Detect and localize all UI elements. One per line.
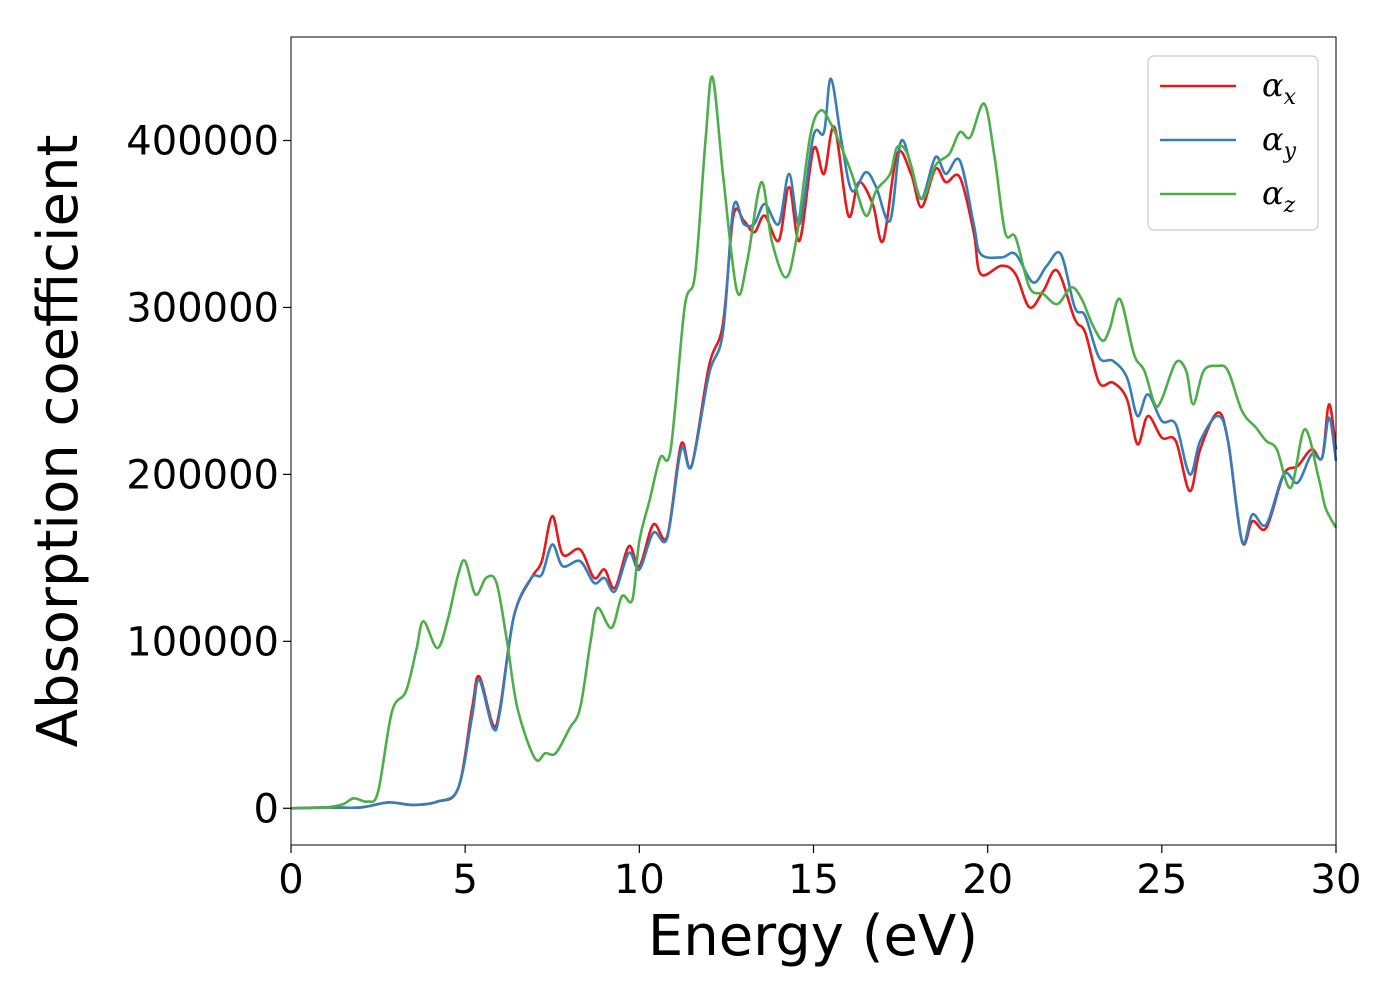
series-line-alpha-y: [290, 77, 1338, 810]
y-tick-label: 300000: [126, 285, 279, 331]
y-tick-label: 200000: [126, 452, 279, 498]
legend-subscript: z: [1283, 193, 1296, 218]
legend-box: [1147, 55, 1319, 231]
x-tick-label: 0: [278, 857, 303, 903]
x-tick-label: 25: [1136, 857, 1187, 903]
y-tick-label: 0: [254, 786, 279, 832]
x-tick-label: 20: [962, 857, 1013, 903]
y-axis-ticks: 0 100000 200000 300000 400000: [126, 119, 291, 832]
x-axis-ticks: 0 5 10 15 20 25 30: [278, 845, 1361, 903]
legend-subscript: y: [1283, 139, 1297, 164]
legend-subscript: x: [1284, 85, 1297, 110]
y-tick-label: 100000: [126, 619, 279, 665]
series-layer: [290, 75, 1338, 810]
series-line-alpha-x: [290, 125, 1338, 810]
x-tick-label: 5: [452, 857, 477, 903]
x-tick-label: 15: [788, 857, 839, 903]
x-axis-label: Energy (eV): [648, 904, 978, 969]
x-tick-label: 30: [1311, 857, 1362, 903]
series-line-alpha-z: [290, 75, 1338, 810]
y-axis-label: Absorption coefficient: [26, 135, 91, 748]
x-tick-label: 10: [614, 857, 665, 903]
y-tick-label: 400000: [126, 119, 279, 165]
